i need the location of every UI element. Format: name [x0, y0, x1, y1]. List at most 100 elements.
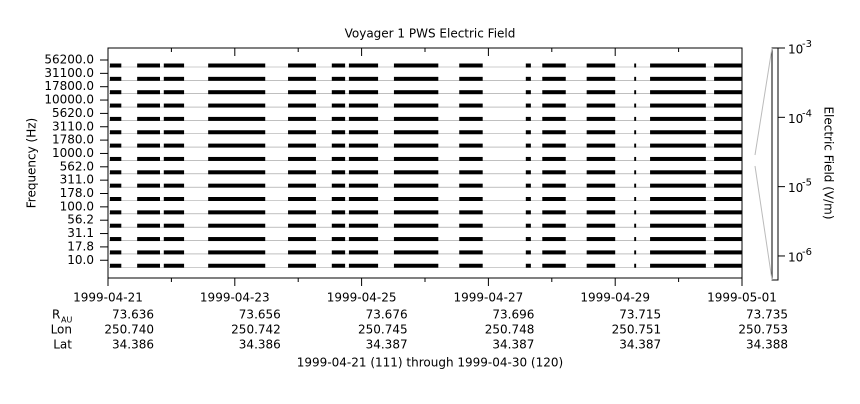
- coverage-bar: [288, 90, 316, 95]
- coverage-bar: [542, 223, 566, 228]
- coverage-bar: [542, 103, 566, 108]
- coverage-bar: [331, 210, 346, 215]
- coverage-bar: [109, 143, 122, 148]
- coverage-bar: [714, 170, 742, 175]
- coverage-bar: [208, 223, 266, 228]
- coverage-bar: [348, 63, 379, 68]
- coverage-bar: [586, 250, 616, 255]
- coverage-bar: [208, 250, 266, 255]
- coverage-bar: [348, 237, 379, 242]
- coverage-bar: [634, 250, 637, 255]
- coverage-bar: [348, 223, 379, 228]
- y2-tick-exponent: -3: [802, 39, 812, 50]
- coverage-bar: [542, 250, 566, 255]
- coverage-bar: [542, 143, 566, 148]
- coverage-bar: [714, 237, 742, 242]
- coverage-bar: [163, 263, 185, 268]
- coverage-bar: [459, 183, 483, 188]
- coverage-bar: [331, 263, 346, 268]
- coverage-bar: [586, 237, 616, 242]
- coverage-bar: [137, 250, 160, 255]
- coverage-bar: [348, 103, 379, 108]
- coverage-bar: [542, 130, 566, 135]
- coverage-bar: [650, 156, 706, 161]
- coverage-bar: [137, 183, 160, 188]
- coverage-bar: [109, 250, 122, 255]
- coverage-bar: [525, 90, 531, 95]
- y-tick-label: 56200.0: [44, 53, 94, 67]
- coverage-bar: [393, 210, 439, 215]
- coverage-bar: [459, 210, 483, 215]
- coverage-bar: [586, 90, 616, 95]
- coverage-bar: [348, 116, 379, 121]
- y-tick-label: 31.1: [67, 226, 94, 240]
- coverage-bar: [288, 170, 316, 175]
- coverage-bar: [586, 223, 616, 228]
- ephemeris-value: 73.676: [366, 308, 408, 322]
- coverage-bar: [331, 63, 346, 68]
- coverage-bar: [137, 143, 160, 148]
- y-tick-label: 3110.0: [52, 119, 94, 133]
- coverage-bar: [525, 197, 531, 201]
- coverage-bar: [137, 63, 160, 68]
- x-tick-label: 1999-04-23: [200, 291, 270, 305]
- coverage-bar: [288, 103, 316, 108]
- coverage-bar: [348, 90, 379, 95]
- coverage-bar: [650, 197, 706, 201]
- coverage-bar: [714, 156, 742, 161]
- coverage-bar: [208, 63, 266, 68]
- coverage-bar: [348, 183, 379, 188]
- colorbar: [771, 47, 779, 281]
- coverage-bar: [542, 156, 566, 161]
- coverage-bar: [331, 183, 346, 188]
- coverage-bar: [542, 170, 566, 175]
- ephemeris-value: 73.656: [239, 308, 281, 322]
- coverage-bar: [634, 90, 637, 95]
- coverage-bar: [288, 116, 316, 121]
- coverage-bar: [109, 197, 122, 201]
- ephemeris-value: 34.387: [366, 338, 408, 352]
- coverage-bar: [208, 183, 266, 188]
- coverage-bar: [586, 183, 616, 188]
- coverage-bar: [163, 116, 185, 121]
- footer: 1999-04-21 (111) through 1999-04-30 (120…: [297, 356, 563, 370]
- coverage-bar: [634, 197, 637, 201]
- y-tick-label: 10.0: [67, 253, 94, 267]
- coverage-bar: [650, 63, 706, 68]
- coverage-bar: [137, 223, 160, 228]
- coverage-bar: [163, 250, 185, 255]
- y-tick-label: 562.0: [60, 159, 94, 173]
- coverage-bar: [393, 103, 439, 108]
- ephemeris-label: Lon: [51, 323, 72, 337]
- coverage-bar: [525, 76, 531, 81]
- coverage-bar: [163, 103, 185, 108]
- coverage-bar: [634, 183, 637, 188]
- coverage-bar: [586, 143, 616, 148]
- coverage-bar: [109, 156, 122, 161]
- coverage-bar: [109, 183, 122, 188]
- coverage-bar: [650, 183, 706, 188]
- coverage-bar: [459, 156, 483, 161]
- coverage-bar: [208, 130, 266, 135]
- coverage-bar: [542, 76, 566, 81]
- coverage-bar: [525, 250, 531, 255]
- ephemeris-value: 250.753: [738, 323, 788, 337]
- coverage-bar: [109, 130, 122, 135]
- ephemeris-value: 250.745: [358, 323, 408, 337]
- coverage-bar: [650, 143, 706, 148]
- coverage-bar: [459, 63, 483, 68]
- coverage-bar: [525, 210, 531, 215]
- y-tick-label: 10000.0: [44, 93, 94, 107]
- coverage-bar: [634, 263, 637, 268]
- coverage-bar: [714, 103, 742, 108]
- coverage-bar: [208, 156, 266, 161]
- coverage-bar: [208, 143, 266, 148]
- coverage-bar: [348, 76, 379, 81]
- coverage-bar: [348, 156, 379, 161]
- ephemeris-value: 34.387: [619, 338, 661, 352]
- y-tick-label: 17.8: [67, 239, 94, 253]
- coverage-bar: [331, 103, 346, 108]
- coverage-bar: [525, 63, 531, 68]
- coverage-bar: [109, 103, 122, 108]
- coverage-bar: [650, 116, 706, 121]
